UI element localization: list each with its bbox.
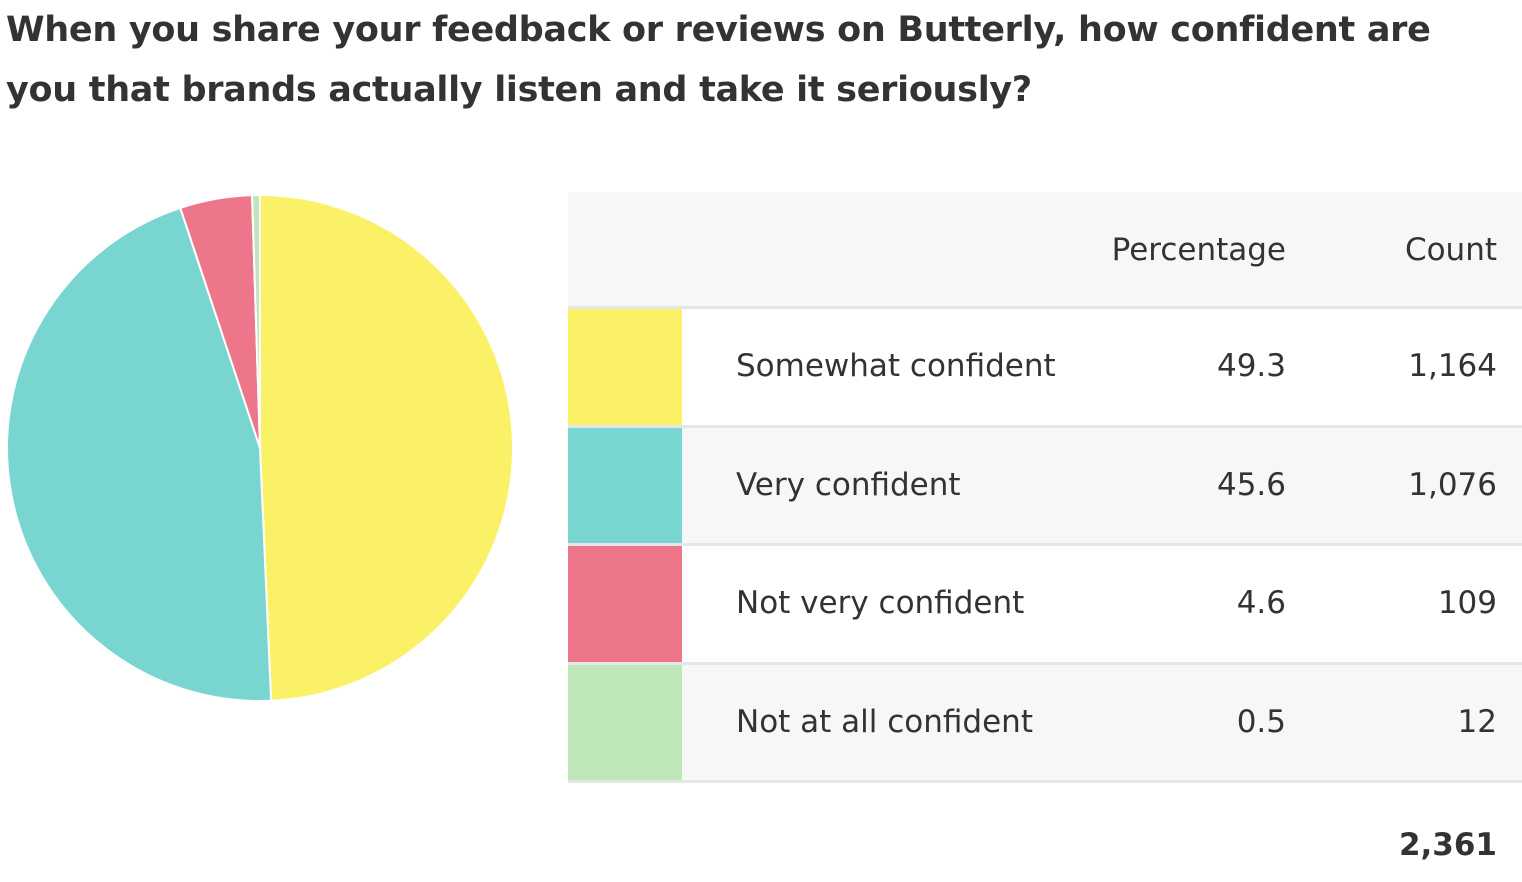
- row-label: Very confident: [736, 466, 961, 503]
- row-count: 109: [1437, 585, 1497, 621]
- row-label: Somewhat confident: [736, 348, 1056, 384]
- row-percentage: 49.3: [1216, 348, 1286, 384]
- legend-swatch: [568, 546, 682, 662]
- question-title: When you share your feedback or reviews …: [6, 10, 1431, 110]
- table-row: Not at all confident 0.5 12: [568, 664, 1522, 783]
- pie-chart: [6, 193, 514, 702]
- row-count: 1,164: [1408, 348, 1497, 384]
- results-table: Percentage Count Somewhat confident 49.3…: [568, 192, 1522, 783]
- row-label: Not very confident: [736, 585, 1025, 621]
- row-count: 1,076: [1408, 466, 1497, 503]
- legend-swatch: [568, 309, 682, 425]
- legend-swatch: [568, 427, 682, 543]
- table-row: Somewhat confident 49.3 1,164: [568, 309, 1522, 428]
- row-percentage: 4.6: [1236, 585, 1286, 621]
- total-count: 2,361: [1398, 827, 1497, 863]
- count-column-header: Count: [1404, 232, 1497, 268]
- pie-slice-not-at-all-confident: [251, 193, 261, 449]
- table-row: Not very confident 4.6 109: [568, 546, 1522, 665]
- legend-swatch: [568, 664, 682, 780]
- table-header: Percentage Count: [568, 192, 1522, 309]
- row-percentage: 45.6: [1216, 466, 1286, 503]
- row-count: 12: [1457, 703, 1497, 740]
- row-label: Not at all confident: [736, 703, 1033, 740]
- row-percentage: 0.5: [1236, 703, 1286, 740]
- percentage-column-header: Percentage: [1111, 232, 1286, 268]
- pie-slice-somewhat-confident: [259, 193, 514, 702]
- pie-slice-very-confident: [6, 206, 273, 702]
- table-row: Very confident 45.6 1,076: [568, 427, 1522, 546]
